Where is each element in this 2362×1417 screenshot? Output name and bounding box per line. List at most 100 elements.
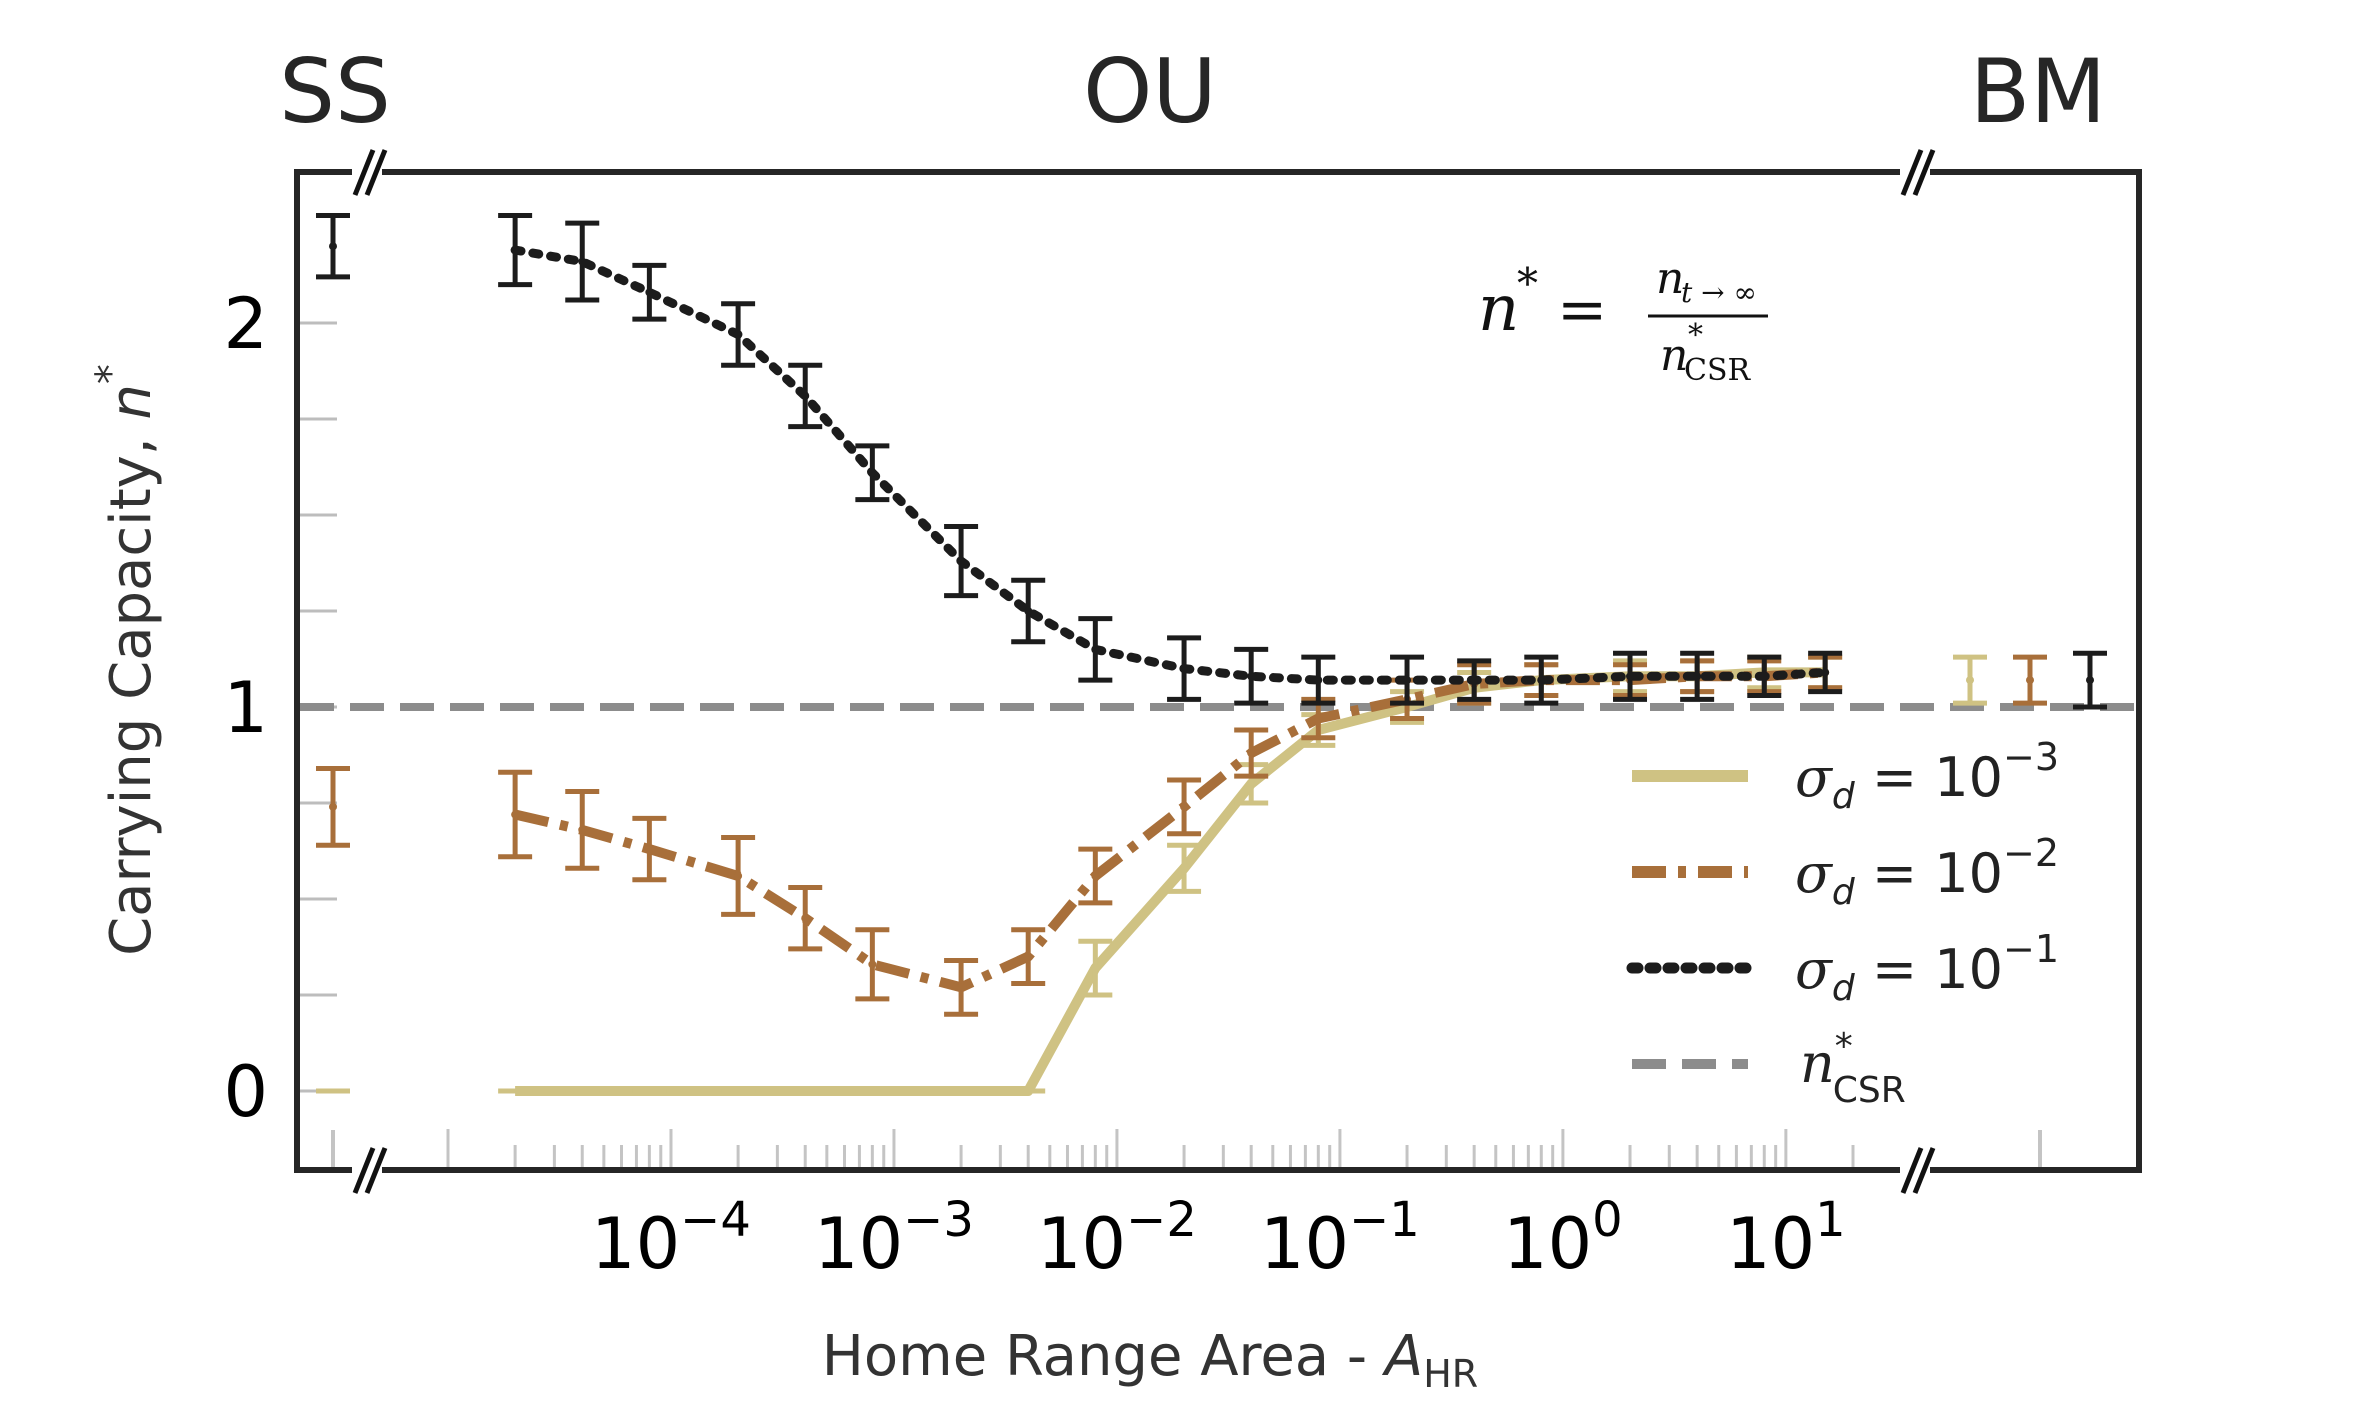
error-bar-marker — [1760, 672, 1769, 681]
error-bar-marker — [1091, 964, 1100, 973]
x-axis-label-sub: HR — [1423, 1352, 1478, 1396]
legend-ref-sup: * — [1835, 1026, 1853, 1067]
axis-break-top-left — [352, 149, 388, 198]
error-bar-marker — [1314, 714, 1323, 723]
series-solid — [316, 654, 1987, 1096]
error-bar-marker — [1091, 645, 1100, 654]
regime-label-ss: SS — [279, 40, 391, 143]
x-tick-label: 10−2 — [1037, 1192, 1197, 1285]
series-dotted — [316, 212, 2107, 710]
legend-label: σd = 10−3 — [1795, 735, 2059, 817]
formula-lhs-sup: * — [1517, 259, 1538, 308]
legend-label-ref: n* CSR — [1800, 1026, 1906, 1111]
x-tick-base: 10 — [1503, 1203, 1592, 1285]
regime-label-ou: OU — [1083, 40, 1217, 143]
x-tick-exponent: 1 — [1815, 1192, 1846, 1248]
formula-den: n — [1660, 330, 1688, 381]
error-bar-marker — [578, 825, 587, 834]
legend-label: σd = 10−2 — [1795, 831, 2059, 913]
legend: σd = 10−3σd = 10−2σd = 10−1n* CSR — [1626, 735, 2059, 1111]
formula-num: n — [1656, 253, 1684, 304]
error-bar-marker — [1821, 668, 1830, 677]
legend-symbol: σ — [1795, 746, 1834, 809]
y-tick-label: 0 — [223, 1051, 268, 1133]
bm-point-marker — [2086, 676, 2094, 685]
x-tick-labels: 10−4 10−3 10−2 10−1 100 101 — [591, 1192, 1846, 1285]
error-bar-marker — [868, 960, 877, 969]
legend-ref-sub: CSR — [1833, 1070, 1906, 1111]
error-bar-marker — [645, 845, 654, 854]
x-tick-base: 10 — [1726, 1203, 1815, 1285]
legend-ref-symbol: n — [1800, 1032, 1835, 1095]
x-tick-label: 101 — [1726, 1192, 1846, 1285]
legend-equals: = 10 — [1855, 842, 2003, 905]
error-bar-marker — [801, 914, 810, 923]
error-bar-marker — [1247, 749, 1256, 758]
bm-point-marker — [2026, 676, 2034, 685]
y-tick-label: 1 — [223, 667, 268, 749]
error-bar-marker — [1314, 676, 1323, 685]
x-tick-base: 10 — [1260, 1203, 1349, 1285]
error-bar-marker — [957, 557, 966, 566]
formula-lhs: n — [1478, 272, 1519, 346]
error-bar-marker — [578, 257, 587, 266]
error-bar-marker — [645, 288, 654, 297]
x-tick-base: 10 — [591, 1203, 680, 1285]
error-bar-marker — [1470, 676, 1479, 685]
series-line — [515, 667, 1826, 1096]
error-bar-marker — [1693, 672, 1702, 681]
error-bar-marker — [868, 468, 877, 477]
x-tick-exponent: −2 — [1126, 1192, 1197, 1248]
error-bar-marker — [1180, 802, 1189, 811]
regime-label-bm: BM — [1970, 40, 2106, 143]
series-line — [513, 667, 1826, 993]
x-tick-label: 10−4 — [591, 1192, 751, 1285]
legend-exponent: −3 — [2003, 735, 2059, 779]
legend-subscript: d — [1832, 776, 1856, 817]
error-bar-marker — [801, 391, 810, 400]
x-tick-base: 10 — [814, 1203, 903, 1285]
formula-den-sup: * — [1688, 318, 1703, 353]
x-tick-base: 10 — [1037, 1203, 1126, 1285]
x-tick-label: 10−3 — [814, 1192, 974, 1285]
error-bar-marker — [734, 871, 743, 880]
y-axis-label: Carrying Capacity, n* — [88, 364, 164, 956]
x-minor-ticks — [331, 1129, 2042, 1167]
formula-annotation: n * = n t → ∞ n * CSR — [1478, 253, 1768, 388]
x-tick-label: 10−1 — [1260, 1192, 1420, 1285]
error-bar-marker — [1403, 676, 1412, 685]
error-bar-marker — [1180, 664, 1189, 673]
y-axis-label-text: Carrying Capacity, — [99, 420, 164, 956]
y-tick-label: 2 — [223, 283, 268, 365]
x-tick-exponent: −4 — [680, 1192, 751, 1248]
error-bar-marker — [957, 983, 966, 992]
x-axis-label-symbol: A — [1382, 1324, 1423, 1389]
error-bar-marker — [1247, 779, 1256, 788]
formula-num-sub: t → ∞ — [1681, 276, 1757, 309]
formula-den-sub: CSR — [1684, 353, 1752, 388]
plot-frame — [294, 169, 2142, 1173]
error-bar-marker — [1626, 672, 1635, 681]
legend-symbol: σ — [1795, 938, 1834, 1001]
y-axis-label-symbol: n — [99, 384, 164, 420]
axis-break-bottom-right — [1900, 1147, 1936, 1196]
error-bar-marker — [734, 330, 743, 339]
legend-equals: = 10 — [1855, 938, 2003, 1001]
x-tick-label: 100 — [1503, 1192, 1623, 1285]
legend-exponent: −1 — [2003, 927, 2059, 971]
bm-point-marker — [1966, 676, 1974, 685]
ss-point-marker — [329, 802, 337, 811]
x-tick-exponent: −1 — [1349, 1192, 1420, 1248]
x-tick-exponent: −3 — [903, 1192, 974, 1248]
legend-label: σd = 10−1 — [1795, 927, 2059, 1009]
formula-eq: = — [1557, 275, 1607, 345]
legend-subscript: d — [1832, 968, 1856, 1009]
error-bar-marker — [1091, 871, 1100, 880]
error-bar-marker — [1247, 672, 1256, 681]
axis-break-bottom-left — [352, 1147, 388, 1196]
series-line — [510, 245, 1830, 685]
x-axis-label-text: Home Range Area - — [822, 1324, 1385, 1389]
error-bar-marker — [511, 810, 520, 819]
y-tick-labels: 0 1 2 — [223, 283, 268, 1133]
